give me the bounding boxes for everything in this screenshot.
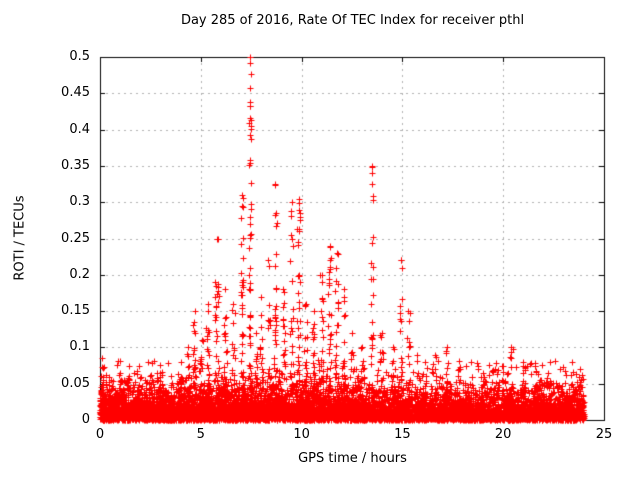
x-tick-label: 0 xyxy=(95,427,105,442)
y-tick-label: 0.3 xyxy=(69,194,90,210)
x-axis-label: GPS time / hours xyxy=(298,451,407,466)
y-tick-label: 0.45 xyxy=(61,85,90,101)
y-tick-label: 0.05 xyxy=(61,375,90,391)
x-tick-label: 15 xyxy=(394,427,411,442)
y-tick-label: 0 xyxy=(81,412,90,427)
x-tick-label: 20 xyxy=(494,427,512,442)
y-tick-label: 0.15 xyxy=(61,303,90,319)
x-tick-label: 5 xyxy=(196,427,205,442)
y-tick-label: 0.5 xyxy=(69,49,90,64)
y-tick-label: 0.25 xyxy=(61,230,90,246)
x-tick-label: 10 xyxy=(293,427,310,442)
y-tick-label: 0.4 xyxy=(69,121,90,137)
x-tick-label: 25 xyxy=(595,427,613,442)
y-tick-label: 0.1 xyxy=(69,339,90,355)
y-tick-label: 0.35 xyxy=(61,157,90,173)
chart-title: Day 285 of 2016, Rate Of TEC Index for r… xyxy=(180,13,525,28)
y-tick-label: 0.2 xyxy=(69,266,90,282)
y-axis-label: ROTI / TECUs xyxy=(12,195,28,281)
